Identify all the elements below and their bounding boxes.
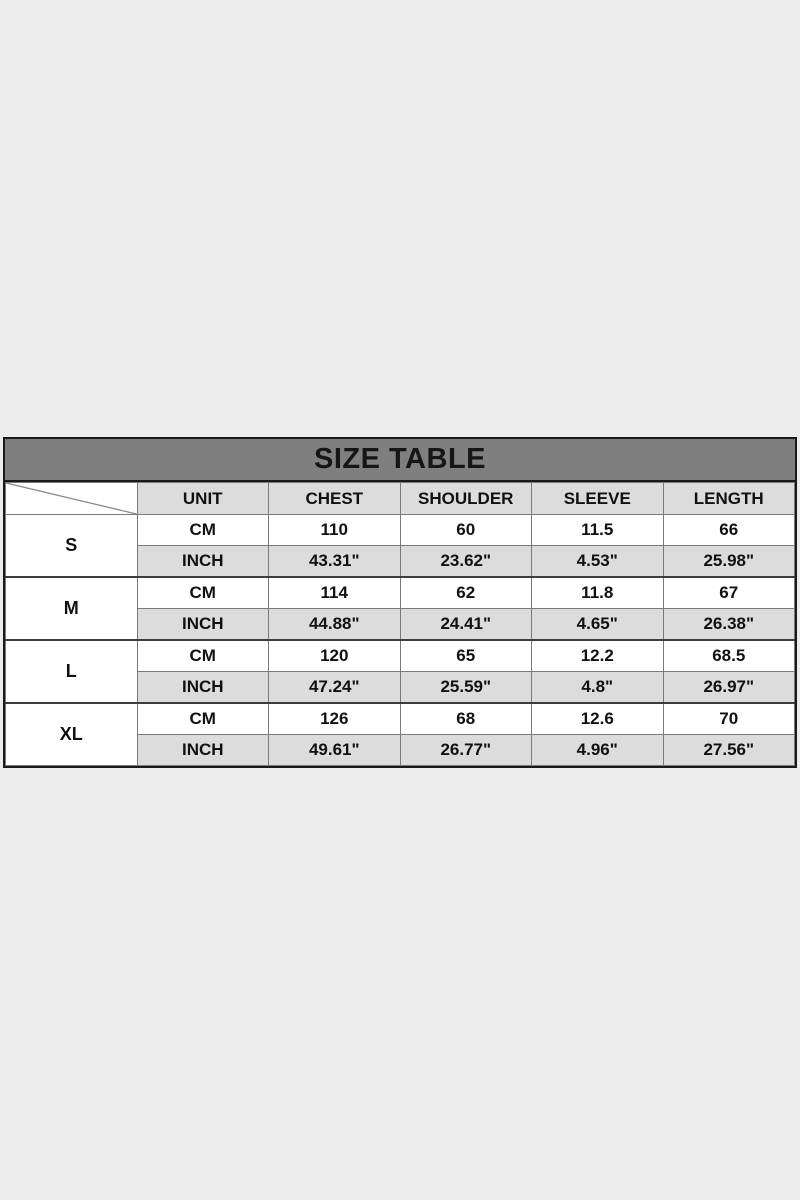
- measurement-cell: 11.5: [531, 514, 664, 546]
- measurement-cell: 126: [268, 702, 401, 735]
- measurement-cell: 68.5: [662, 639, 795, 672]
- table-row: INCH 47.24" 25.59" 4.8" 26.97": [6, 671, 795, 704]
- table-row: XL CM 126 68 12.6 70: [5, 702, 795, 766]
- column-header-unit: UNIT: [136, 482, 269, 515]
- measurement-cell: 26.77": [399, 734, 532, 766]
- unit-cell: INCH: [136, 734, 269, 766]
- measurement-cell: 25.59": [399, 671, 532, 704]
- unit-cell: CM: [136, 576, 269, 609]
- size-label-xl: XL: [5, 702, 138, 766]
- column-header-shoulder: SHOULDER: [399, 482, 532, 515]
- corner-cell: [5, 482, 138, 515]
- column-header-chest: CHEST: [268, 482, 401, 515]
- measurement-cell: 25.98": [662, 545, 795, 578]
- table-row: L CM 120 65 12.2 68.5: [5, 639, 795, 704]
- unit-cell: CM: [136, 702, 269, 735]
- measurement-cell: 26.97": [662, 671, 795, 704]
- size-label-m: M: [5, 576, 138, 641]
- measurement-cell: 43.31": [268, 545, 401, 578]
- measurement-cell: 62: [399, 576, 532, 609]
- measurement-cell: 11.8: [531, 576, 664, 609]
- size-label-l: L: [5, 639, 138, 704]
- column-header-sleeve: SLEEVE: [531, 482, 664, 515]
- measurement-cell: 12.6: [531, 702, 664, 735]
- table-row: INCH 43.31" 23.62" 4.53" 25.98": [6, 545, 795, 578]
- table-row: M CM 114 62 11.8 67: [5, 576, 795, 641]
- size-table-title: SIZE TABLE: [5, 439, 795, 482]
- measurement-cell: 47.24": [268, 671, 401, 704]
- table-row: INCH 44.88" 24.41" 4.65" 26.38": [6, 608, 795, 641]
- measurement-cell: 4.8": [531, 671, 664, 704]
- measurement-cell: 120: [268, 639, 401, 672]
- measurement-cell: 65: [399, 639, 532, 672]
- measurement-cell: 68: [399, 702, 532, 735]
- column-header-length: LENGTH: [662, 482, 795, 515]
- measurement-cell: 4.53": [531, 545, 664, 578]
- measurement-cell: 4.96": [531, 734, 664, 766]
- measurement-cell: 4.65": [531, 608, 664, 641]
- unit-cell: INCH: [136, 671, 269, 704]
- unit-cell: INCH: [136, 545, 269, 578]
- size-table: SIZE TABLE UNIT CHEST SHOULDER SLEEVE LE…: [3, 437, 797, 768]
- unit-cell: CM: [136, 639, 269, 672]
- measurement-cell: 24.41": [399, 608, 532, 641]
- size-label-s: S: [5, 514, 138, 578]
- measurement-cell: 70: [662, 702, 795, 735]
- measurement-cell: 110: [268, 514, 401, 546]
- table-row: INCH 49.61" 26.77" 4.96" 27.56": [6, 734, 795, 766]
- measurement-cell: 27.56": [662, 734, 795, 766]
- measurement-cell: 44.88": [268, 608, 401, 641]
- measurement-cell: 60: [399, 514, 532, 546]
- measurement-cell: 66: [662, 514, 795, 546]
- measurement-cell: 23.62": [399, 545, 532, 578]
- measurement-cell: 67: [662, 576, 795, 609]
- unit-cell: INCH: [136, 608, 269, 641]
- unit-cell: CM: [136, 514, 269, 546]
- measurement-cell: 12.2: [531, 639, 664, 672]
- header-row: UNIT CHEST SHOULDER SLEEVE LENGTH: [5, 482, 795, 515]
- measurement-cell: 49.61": [268, 734, 401, 766]
- table-row: S CM 110 60 11.5 66: [5, 514, 795, 578]
- diagonal-divider-icon: [6, 483, 137, 514]
- size-grid: UNIT CHEST SHOULDER SLEEVE LENGTH S CM 1…: [5, 482, 795, 766]
- measurement-cell: 26.38": [662, 608, 795, 641]
- measurement-cell: 114: [268, 576, 401, 609]
